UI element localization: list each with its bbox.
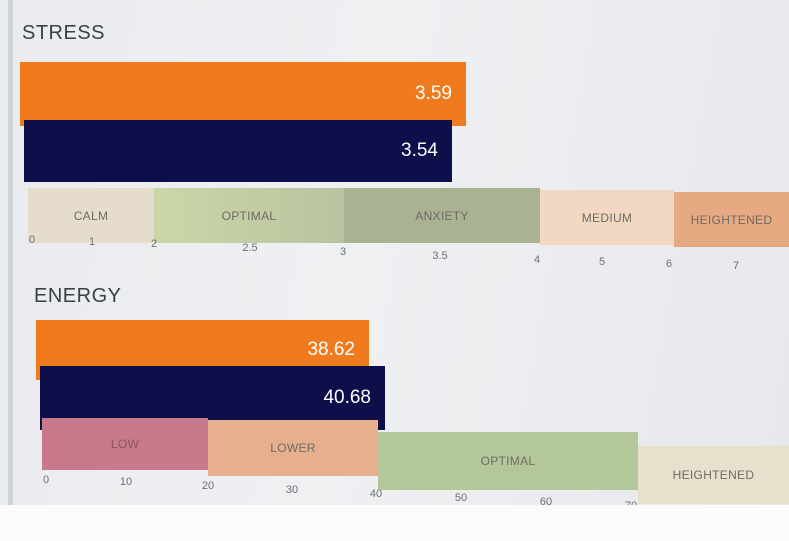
energy-tick: 20	[201, 480, 215, 492]
energy-tick: 70	[624, 500, 638, 512]
stress-tick: 2	[150, 238, 158, 250]
energy-bar-orange-label: 38.62	[307, 339, 355, 360]
energy-tick: 40	[369, 488, 383, 500]
energy-zone-low: LOW	[42, 418, 208, 470]
stress-title: STRESS	[22, 22, 106, 44]
energy-tick: 60	[539, 496, 553, 508]
stress-tick: 3	[339, 246, 347, 258]
energy-zone-low-label: LOW	[110, 437, 140, 451]
stress-zone-heightened: HEIGHTENED	[674, 192, 789, 247]
stress-zone-heightened-label: HEIGHTENED	[690, 212, 773, 227]
stress-tick: 0	[28, 234, 36, 246]
energy-tick: 0	[42, 474, 50, 486]
stress-bar-orange: 3.59	[20, 62, 466, 126]
stress-zone-optimal: OPTIMAL	[154, 188, 344, 243]
energy-title: ENERGY	[34, 285, 122, 307]
stress-tick: 6	[665, 258, 673, 270]
stress-zone-calm: CALM	[28, 188, 154, 243]
stress-zone-optimal-label: OPTIMAL	[221, 208, 277, 223]
stress-zone-anxiety-label: ANXIETY	[415, 208, 469, 223]
stress-tick: 7	[732, 260, 740, 272]
energy-tick: 30	[285, 484, 299, 496]
stress-tick: 5	[598, 256, 606, 268]
stress-bar-orange-label: 3.59	[415, 83, 452, 104]
energy-tick: 80	[714, 504, 728, 516]
energy-zone-optimal-label: OPTIMAL	[480, 454, 536, 468]
stress-tick: 3.5	[432, 250, 448, 262]
stress-bar-navy-label: 3.54	[401, 140, 438, 161]
stress-bar-navy: 3.54	[24, 120, 452, 182]
energy-zone-lower-label: LOWER	[270, 441, 316, 455]
energy-tick: 50	[454, 492, 468, 504]
energy-zone-heightened: HEIGHTENED	[638, 446, 789, 504]
energy-zone-optimal: OPTIMAL	[378, 432, 638, 490]
stress-zone-medium-label: MEDIUM	[581, 210, 633, 225]
energy-bar-navy-label: 40.68	[323, 387, 371, 408]
energy-tick: 10	[119, 476, 133, 488]
stress-tick: 2.5	[242, 242, 258, 254]
energy-zone-heightened-label: HEIGHTENED	[672, 468, 755, 482]
energy-zone-lower: LOWER	[208, 420, 378, 476]
stress-zone-medium: MEDIUM	[540, 190, 674, 245]
stress-tick: 4	[533, 254, 541, 266]
stress-zone-calm-label: CALM	[73, 208, 109, 223]
stress-zone-anxiety: ANXIETY	[344, 188, 540, 243]
stress-tick: 1	[88, 236, 96, 248]
